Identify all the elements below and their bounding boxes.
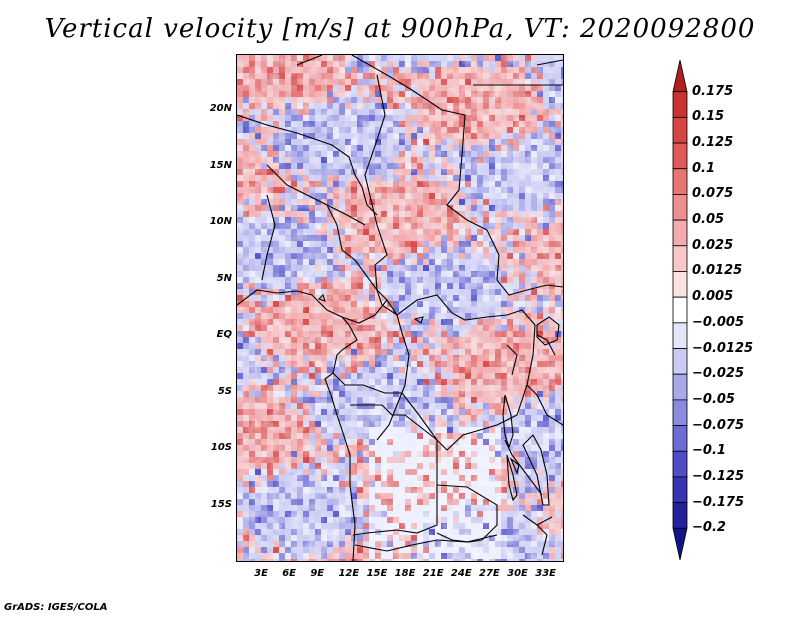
colorbar-label: −0.075	[692, 417, 745, 433]
lat-label: 5N	[216, 272, 232, 284]
lat-label: 10N	[209, 216, 232, 228]
colorbar-swatch	[672, 373, 688, 401]
lon-label: 24E	[450, 568, 472, 579]
velocity-map	[237, 55, 563, 561]
colorbar-swatch	[672, 476, 688, 504]
credit-text: GrADS: IGES/COLA	[4, 602, 108, 613]
colorbar-swatch	[672, 425, 688, 452]
colorbar-label: 0.075	[692, 186, 734, 202]
colorbar-label: 0.025	[692, 237, 734, 253]
colorbar-label: 0.1	[692, 160, 716, 176]
lon-label: 12E	[338, 568, 360, 579]
lon-label: 27E	[479, 568, 500, 579]
colorbar-label: 0.175	[692, 83, 734, 99]
colorbar-label: −0.025	[692, 366, 745, 382]
colorbar-label: −0.05	[692, 391, 735, 407]
colorbar-label: 0.15	[692, 109, 725, 125]
lat-label: 10S	[210, 442, 232, 454]
colorbar-label: 0.125	[692, 135, 734, 151]
map-panel	[236, 54, 564, 562]
colorbar-swatch	[672, 194, 688, 221]
colorbar-label: 0.0125	[692, 263, 743, 279]
lat-label: EQ	[216, 329, 232, 341]
lon-label: 9E	[310, 568, 325, 579]
colorbar-label: −0.005	[692, 314, 745, 330]
lon-label: 18E	[394, 568, 416, 579]
colorbar-swatch	[672, 142, 688, 170]
colorbar-label: 0.05	[692, 212, 725, 228]
colorbar-swatch	[672, 527, 688, 560]
lat-label: 5S	[217, 385, 232, 397]
lat-label: 20N	[209, 103, 232, 115]
colorbar-swatch	[672, 502, 688, 529]
colorbar-swatch	[672, 245, 688, 272]
colorbar-swatch	[672, 91, 688, 118]
colorbar-swatch	[672, 60, 688, 93]
colorbar-swatch	[672, 296, 688, 324]
lon-label: 15E	[366, 568, 388, 579]
colorbar-swatch	[672, 116, 688, 144]
colorbar-label: −0.125	[692, 468, 745, 484]
colorbar-label: −0.2	[692, 520, 726, 536]
colorbar-swatch	[672, 399, 688, 426]
lon-label: 33E	[535, 568, 556, 579]
colorbar-label: −0.1	[692, 443, 726, 459]
colorbar-swatch	[672, 322, 688, 349]
colorbar-swatch	[672, 219, 688, 247]
colorbar	[672, 60, 688, 560]
lon-label: 30E	[507, 568, 528, 579]
colorbar-swatch	[672, 348, 688, 375]
country-borders	[237, 55, 563, 561]
lon-label: 6E	[282, 568, 297, 579]
lat-label: 15S	[210, 498, 232, 510]
chart-title: Vertical velocity [m/s] at 900hPa, VT: 2…	[44, 14, 756, 44]
lon-label: 3E	[254, 568, 268, 579]
colorbar-swatch	[672, 450, 688, 478]
lakes	[317, 293, 560, 506]
colorbar-swatch	[672, 168, 688, 195]
colorbar-label: −0.175	[692, 494, 745, 510]
colorbar-swatch	[672, 271, 688, 298]
lat-label: 15N	[209, 159, 232, 171]
colorbar-label: −0.0125	[692, 340, 754, 356]
lon-label: 21E	[422, 568, 444, 579]
colorbar-label: 0.005	[692, 289, 734, 305]
